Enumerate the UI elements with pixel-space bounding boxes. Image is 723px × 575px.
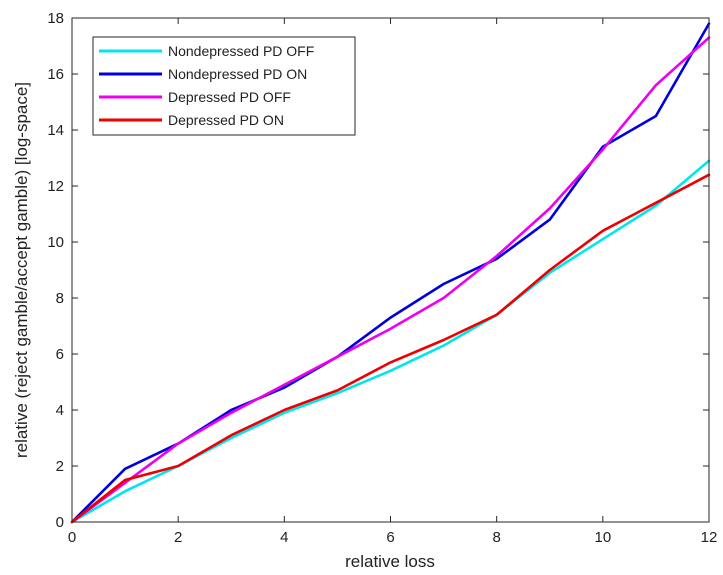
legend: Nondepressed PD OFF Nondepressed PD ON Dep… (92, 36, 356, 136)
x-tick-label: 2 (174, 529, 182, 546)
x-axis-label: relative loss (345, 552, 435, 571)
series-line-4 (70, 173, 711, 524)
y-axis-label: relative (reject gamble/accept gamble) [… (12, 82, 31, 458)
y-tick-label: 18 (47, 10, 64, 27)
y-axis: 0 2 4 6 8 10 12 14 16 18 (47, 10, 709, 531)
x-tick-label: 12 (701, 529, 718, 546)
y-tick-label: 0 (56, 514, 64, 531)
y-tick-label: 12 (47, 178, 64, 195)
y-tick-label: 16 (47, 66, 64, 83)
x-tick-label: 8 (492, 529, 500, 546)
y-tick-label: 14 (47, 122, 64, 139)
y-tick-label: 6 (56, 346, 64, 363)
legend-entry: Depressed PD OFF (168, 89, 291, 105)
legend-entry: Nondepressed PD OFF (168, 43, 314, 59)
x-axis: 0 2 4 6 8 10 12 (68, 18, 718, 546)
x-tick-label: 0 (68, 529, 76, 546)
x-tick-label: 10 (594, 529, 611, 546)
legend-entry: Nondepressed PD ON (168, 66, 307, 82)
y-tick-label: 8 (56, 290, 64, 307)
y-tick-label: 4 (56, 402, 64, 419)
series-layer (70, 22, 711, 524)
y-tick-label: 2 (56, 458, 64, 475)
series-line-3 (70, 36, 711, 524)
x-tick-label: 6 (386, 529, 394, 546)
legend-entry: Depressed PD ON (168, 112, 284, 128)
x-tick-label: 4 (280, 529, 288, 546)
y-tick-label: 10 (47, 234, 64, 251)
